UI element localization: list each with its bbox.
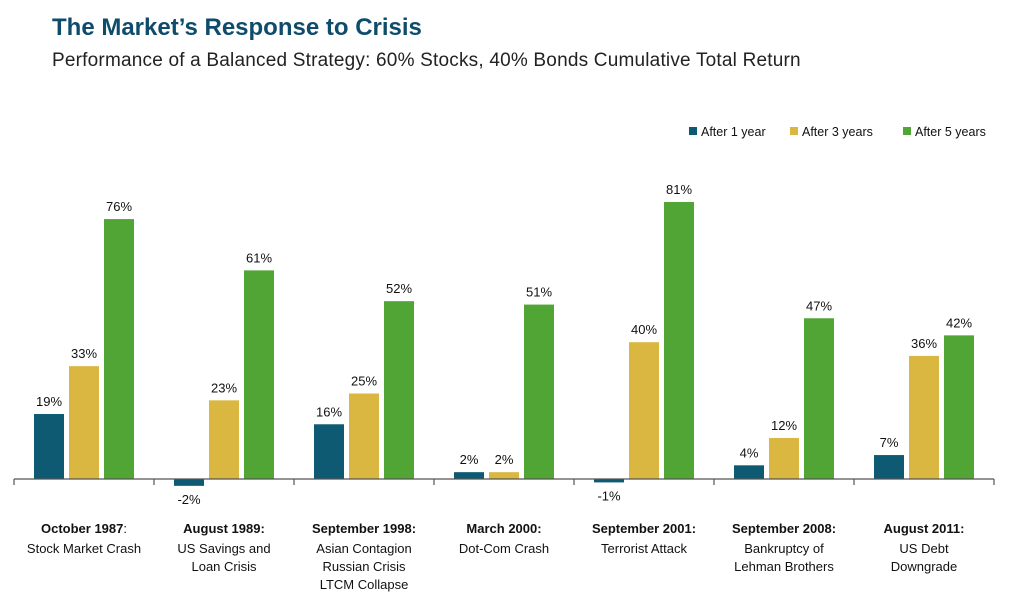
bar xyxy=(244,270,274,479)
bar xyxy=(349,393,379,479)
data-label: 2% xyxy=(495,452,514,467)
bar xyxy=(944,335,974,479)
bar xyxy=(174,479,204,486)
bar xyxy=(104,219,134,479)
category-subtitle: Russian Crisis xyxy=(322,559,406,574)
category-title: October 1987: xyxy=(41,521,127,536)
legend: After 1 year After 3 years After 5 years xyxy=(689,125,986,139)
data-label: 16% xyxy=(316,404,342,419)
bar-group: -2% 23% 61% xyxy=(174,250,274,507)
legend-label: After 5 years xyxy=(915,125,986,139)
bar xyxy=(454,472,484,479)
category-subtitle: Downgrade xyxy=(891,559,958,574)
category-subtitle: US Savings and xyxy=(177,541,270,556)
category-subtitle: Dot-Com Crash xyxy=(459,541,549,556)
legend-label: After 1 year xyxy=(701,125,766,139)
category-title: September 1998: xyxy=(312,521,416,536)
category-subtitle: Stock Market Crash xyxy=(27,541,141,556)
category-label: August 2011: US Debt Downgrade xyxy=(884,521,965,574)
bar-group: 16% 25% 52% xyxy=(314,281,414,479)
category-title: September 2001: xyxy=(592,521,696,536)
legend-swatch xyxy=(689,127,697,135)
category-subtitle: Asian Contagion xyxy=(316,541,411,556)
category-subtitle: Lehman Brothers xyxy=(734,559,834,574)
data-label: 40% xyxy=(631,322,657,337)
bar-group: -1% 40% 81% xyxy=(594,182,694,503)
bar xyxy=(209,400,239,479)
data-label: 7% xyxy=(880,435,899,450)
bar xyxy=(69,366,99,479)
legend-swatch xyxy=(790,127,798,135)
category-title: August 1989: xyxy=(183,521,265,536)
data-label: 47% xyxy=(806,298,832,313)
category-subtitle: Bankruptcy of xyxy=(744,541,824,556)
category-label: September 2001: Terrorist Attack xyxy=(592,521,696,556)
bar xyxy=(594,479,624,483)
category-subtitle: Loan Crisis xyxy=(191,559,257,574)
bar xyxy=(909,355,939,479)
category-title: August 2011: xyxy=(884,521,965,536)
chart-subtitle: Performance of a Balanced Strategy: 60% … xyxy=(52,50,801,71)
data-label: 33% xyxy=(71,346,97,361)
data-label: 4% xyxy=(740,445,759,460)
category-label: March 2000: Dot-Com Crash xyxy=(459,521,549,556)
data-label: 19% xyxy=(36,394,62,409)
data-label: 2% xyxy=(460,452,479,467)
bar-group: 7% 36% 42% xyxy=(874,315,974,479)
bar xyxy=(874,455,904,479)
category-label: October 1987: Stock Market Crash xyxy=(27,521,141,556)
bar xyxy=(769,437,799,479)
data-label: 51% xyxy=(526,285,552,300)
category-subtitle: Terrorist Attack xyxy=(601,541,687,556)
bar xyxy=(524,304,554,479)
category-title: September 2008: xyxy=(732,521,836,536)
legend-swatch xyxy=(903,127,911,135)
bar xyxy=(804,318,834,479)
bar xyxy=(664,201,694,480)
category-label: August 1989: US Savings and Loan Crisis xyxy=(177,521,270,574)
legend-label: After 3 years xyxy=(802,125,873,139)
bar xyxy=(314,424,344,479)
category-label: September 1998: Asian Contagion Russian Cr… xyxy=(312,521,416,592)
category-subtitle: US Debt xyxy=(899,541,949,556)
bar-group: 4% 12% 47% xyxy=(734,298,834,479)
data-label: 81% xyxy=(666,182,692,197)
chart-title: The Market’s Response to Crisis xyxy=(52,14,422,41)
data-label: 42% xyxy=(946,315,972,330)
bar xyxy=(489,472,519,479)
data-label: -2% xyxy=(177,492,201,507)
bar xyxy=(734,465,764,479)
bar xyxy=(384,301,414,479)
data-label: 23% xyxy=(211,380,237,395)
data-label: 36% xyxy=(911,336,937,351)
category-title: March 2000: xyxy=(466,521,541,536)
data-label: 61% xyxy=(246,250,272,265)
category-label: September 2008: Bankruptcy of Lehman Broth… xyxy=(732,521,836,574)
data-label: 76% xyxy=(106,199,132,214)
data-label: 25% xyxy=(351,374,377,389)
data-label: 52% xyxy=(386,281,412,296)
category-subtitle: LTCM Collapse xyxy=(320,577,409,592)
bar xyxy=(629,342,659,479)
bar-group: 2% 2% 51% xyxy=(454,285,554,479)
bar-group: 19% 33% 76% xyxy=(34,199,134,479)
bar xyxy=(34,414,64,479)
data-label: 12% xyxy=(771,418,797,433)
data-label: -1% xyxy=(597,488,621,503)
